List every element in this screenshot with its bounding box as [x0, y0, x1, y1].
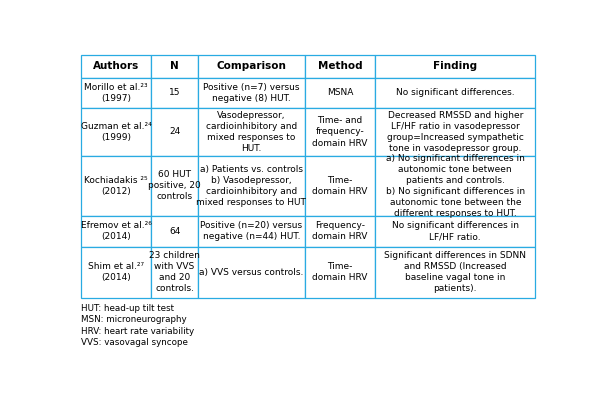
Text: Morillo et al.²³
(1997): Morillo et al.²³ (1997) [84, 83, 148, 103]
Text: Authors: Authors [93, 61, 139, 71]
Text: No significant differences in
LF/HF ratio.: No significant differences in LF/HF rati… [392, 221, 519, 241]
Text: Finding: Finding [433, 61, 477, 71]
Text: Vasodepressor,
cardioinhibitory and
mixed responses to
HUT.: Vasodepressor, cardioinhibitory and mixe… [206, 111, 297, 153]
Text: Guzman et al.²⁴
(1999): Guzman et al.²⁴ (1999) [81, 122, 151, 142]
Text: a) Patients vs. controls
b) Vasodepressor,
cardioinhibitory and
mixed responses : a) Patients vs. controls b) Vasodepresso… [197, 165, 307, 207]
Text: N: N [170, 61, 179, 71]
Text: No significant differences.: No significant differences. [396, 88, 514, 97]
Text: MSN: microneurography: MSN: microneurography [81, 315, 186, 324]
Bar [81, 156, 151, 216]
Bar [151, 78, 198, 108]
Text: 24: 24 [169, 128, 180, 136]
Bar [151, 216, 198, 247]
Bar [81, 78, 151, 108]
Bar [375, 78, 535, 108]
Bar [305, 108, 375, 156]
Bar [81, 216, 151, 247]
Text: Efremov et al.²⁶
(2014): Efremov et al.²⁶ (2014) [81, 221, 151, 241]
Text: Time- and
frequency-
domain HRV: Time- and frequency- domain HRV [313, 116, 368, 148]
Bar [198, 156, 305, 216]
Text: Comparison: Comparison [216, 61, 286, 71]
Text: a) No significant differences in
autonomic tone between
patients and controls.
b: a) No significant differences in autonom… [386, 154, 525, 218]
Bar [305, 216, 375, 247]
Text: 23 children
with VVS
and 20
controls.: 23 children with VVS and 20 controls. [149, 251, 200, 293]
Bar [151, 156, 198, 216]
Text: Significant differences in SDNN
and RMSSD (Increased
baseline vagal tone in
pati: Significant differences in SDNN and RMSS… [384, 251, 526, 293]
Bar [151, 55, 198, 78]
Text: Decreased RMSSD and higher
LF/HF ratio in vasodepressor
group=Increased sympathe: Decreased RMSSD and higher LF/HF ratio i… [387, 111, 523, 153]
Text: Time-
domain HRV: Time- domain HRV [313, 176, 368, 196]
Bar [305, 156, 375, 216]
Text: Positive (n=7) versus
negative (8) HUT.: Positive (n=7) versus negative (8) HUT. [203, 83, 300, 103]
Bar [305, 55, 375, 78]
Text: HRV: heart rate variability: HRV: heart rate variability [81, 327, 194, 336]
Text: VVS: vasovagal syncope: VVS: vasovagal syncope [81, 338, 188, 347]
Bar [81, 247, 151, 297]
Bar [375, 247, 535, 297]
Bar [198, 78, 305, 108]
Bar [375, 156, 535, 216]
Text: HUT: head-up tilt test: HUT: head-up tilt test [81, 304, 174, 312]
Text: a) VVS versus controls.: a) VVS versus controls. [199, 268, 304, 277]
Text: 64: 64 [169, 227, 180, 236]
Bar [151, 247, 198, 297]
Bar [81, 55, 151, 78]
Text: MSNA: MSNA [327, 88, 353, 97]
Bar [375, 108, 535, 156]
Text: Method: Method [318, 61, 362, 71]
Text: Positive (n=20) versus
negative (n=44) HUT.: Positive (n=20) versus negative (n=44) H… [200, 221, 302, 241]
Bar [198, 55, 305, 78]
Bar [375, 216, 535, 247]
Bar [198, 247, 305, 297]
Text: Kochiadakis ²⁵
(2012): Kochiadakis ²⁵ (2012) [84, 176, 148, 196]
Text: 60 HUT
positive, 20
controls: 60 HUT positive, 20 controls [148, 170, 201, 201]
Bar [81, 108, 151, 156]
Bar [305, 78, 375, 108]
Bar [151, 108, 198, 156]
Text: Frequency-
domain HRV: Frequency- domain HRV [313, 221, 368, 241]
Text: Shim et al.²⁷
(2014): Shim et al.²⁷ (2014) [88, 262, 144, 282]
Bar [198, 108, 305, 156]
Text: Time-
domain HRV: Time- domain HRV [313, 262, 368, 282]
Bar [375, 55, 535, 78]
Bar [198, 216, 305, 247]
Bar [305, 247, 375, 297]
Text: 15: 15 [169, 88, 180, 97]
